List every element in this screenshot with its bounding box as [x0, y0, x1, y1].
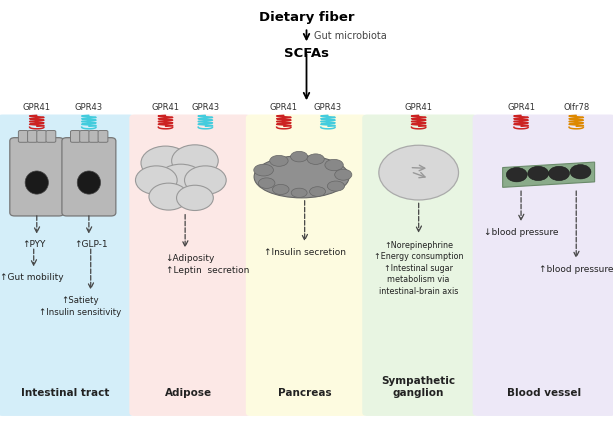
Ellipse shape	[254, 156, 349, 198]
Text: ↓blood pressure: ↓blood pressure	[484, 228, 558, 237]
FancyBboxPatch shape	[473, 115, 613, 416]
Text: GPR41: GPR41	[507, 103, 535, 112]
Text: Olfr78: Olfr78	[563, 103, 589, 112]
Polygon shape	[503, 162, 595, 187]
Text: SCFAs: SCFAs	[284, 47, 329, 60]
FancyBboxPatch shape	[246, 115, 367, 416]
FancyBboxPatch shape	[70, 131, 80, 142]
Text: ↓Adiposity
↑Leptin  secretion: ↓Adiposity ↑Leptin secretion	[166, 254, 249, 275]
FancyBboxPatch shape	[37, 131, 47, 142]
FancyBboxPatch shape	[28, 131, 37, 142]
FancyBboxPatch shape	[89, 131, 99, 142]
Ellipse shape	[25, 171, 48, 194]
Text: Intestinal tract: Intestinal tract	[21, 388, 110, 398]
Text: ↑GLP-1: ↑GLP-1	[74, 240, 107, 249]
Circle shape	[156, 164, 205, 198]
Text: GPR43: GPR43	[191, 103, 219, 112]
Text: Blood vessel: Blood vessel	[508, 388, 581, 398]
Circle shape	[506, 168, 527, 182]
Circle shape	[149, 183, 188, 210]
Ellipse shape	[307, 154, 324, 164]
Circle shape	[141, 146, 190, 180]
Text: ↑Norepinephrine
↑Energy consumption
↑Intestinal sugar
metabolism via
intestinal-: ↑Norepinephrine ↑Energy consumption ↑Int…	[374, 241, 463, 296]
Text: GPR43: GPR43	[75, 103, 103, 112]
Ellipse shape	[291, 152, 308, 162]
Text: ↑blood pressure: ↑blood pressure	[539, 265, 613, 274]
Text: Gut microbiota: Gut microbiota	[314, 31, 387, 41]
Text: ↑Satiety
↑Insulin sensitivity: ↑Satiety ↑Insulin sensitivity	[39, 296, 121, 317]
Circle shape	[185, 166, 226, 195]
Text: GPR43: GPR43	[314, 103, 342, 112]
Text: ↑PYY: ↑PYY	[22, 240, 45, 249]
Ellipse shape	[310, 187, 326, 196]
FancyBboxPatch shape	[62, 138, 116, 216]
Ellipse shape	[77, 171, 101, 194]
FancyBboxPatch shape	[129, 115, 251, 416]
Text: ↑Gut mobility: ↑Gut mobility	[0, 273, 64, 282]
Ellipse shape	[325, 159, 343, 171]
Ellipse shape	[272, 184, 289, 195]
Text: GPR41: GPR41	[151, 103, 180, 112]
Circle shape	[528, 166, 549, 181]
FancyBboxPatch shape	[98, 131, 108, 142]
FancyBboxPatch shape	[362, 115, 478, 416]
Text: Dietary fiber: Dietary fiber	[259, 11, 354, 24]
Text: GPR41: GPR41	[270, 103, 298, 112]
Circle shape	[549, 166, 569, 181]
FancyBboxPatch shape	[10, 138, 64, 216]
Ellipse shape	[327, 181, 345, 191]
Text: GPR41: GPR41	[405, 103, 433, 112]
FancyBboxPatch shape	[46, 131, 56, 142]
Text: Adipose: Adipose	[166, 388, 212, 398]
FancyBboxPatch shape	[80, 131, 89, 142]
Text: Pancreas: Pancreas	[278, 388, 332, 398]
Circle shape	[379, 145, 459, 200]
Text: Sympathetic
ganglion: Sympathetic ganglion	[382, 376, 455, 398]
FancyBboxPatch shape	[18, 131, 28, 142]
FancyBboxPatch shape	[0, 115, 134, 416]
Circle shape	[177, 185, 213, 210]
Text: ↑Insulin secretion: ↑Insulin secretion	[264, 248, 346, 257]
Circle shape	[570, 165, 591, 179]
Circle shape	[172, 145, 218, 177]
Ellipse shape	[270, 155, 288, 166]
Ellipse shape	[291, 188, 307, 197]
Ellipse shape	[254, 164, 273, 176]
Ellipse shape	[335, 169, 352, 180]
Text: GPR41: GPR41	[23, 103, 51, 112]
Circle shape	[135, 166, 177, 195]
Ellipse shape	[258, 178, 275, 189]
